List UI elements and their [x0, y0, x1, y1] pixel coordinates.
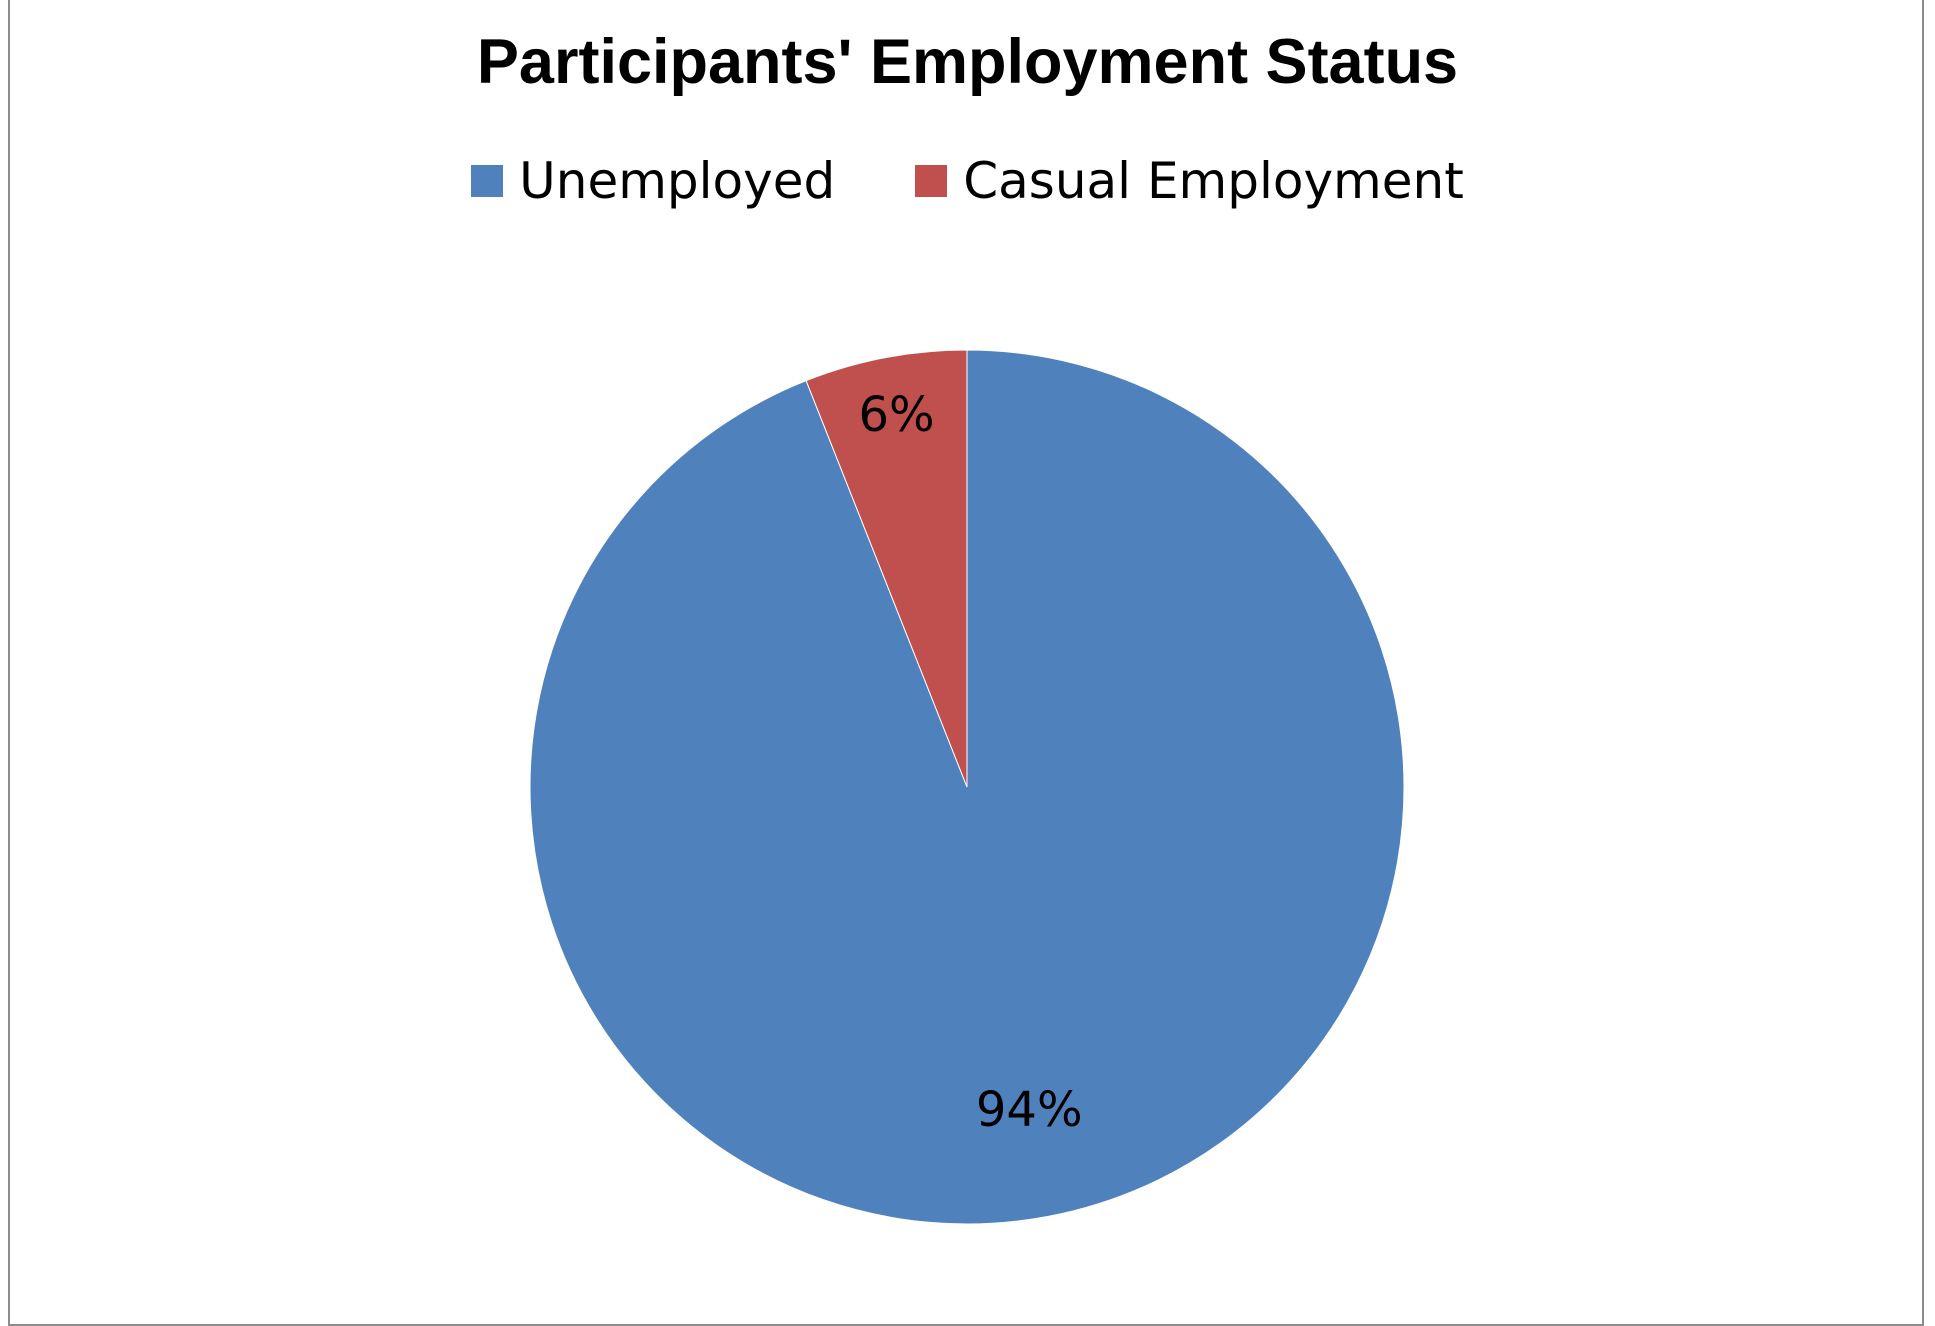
legend-item-unemployed: Unemployed — [471, 152, 835, 210]
data-label-casual-employment: 6% — [859, 387, 935, 443]
legend-label-casual-employment: Casual Employment — [963, 152, 1464, 210]
chart-title: Participants' Employment Status — [476, 27, 1459, 97]
legend-swatch-casual-employment — [915, 165, 948, 197]
legend-label-unemployed: Unemployed — [519, 152, 836, 210]
data-label-unemployed: 94% — [976, 1082, 1083, 1138]
pie-slice-casual-employment — [805, 349, 968, 788]
legend-item-casual-employment: Casual Employment — [915, 152, 1464, 210]
legend: Unemployed Casual Employment — [0, 152, 1935, 210]
legend-swatch-unemployed — [471, 165, 504, 197]
